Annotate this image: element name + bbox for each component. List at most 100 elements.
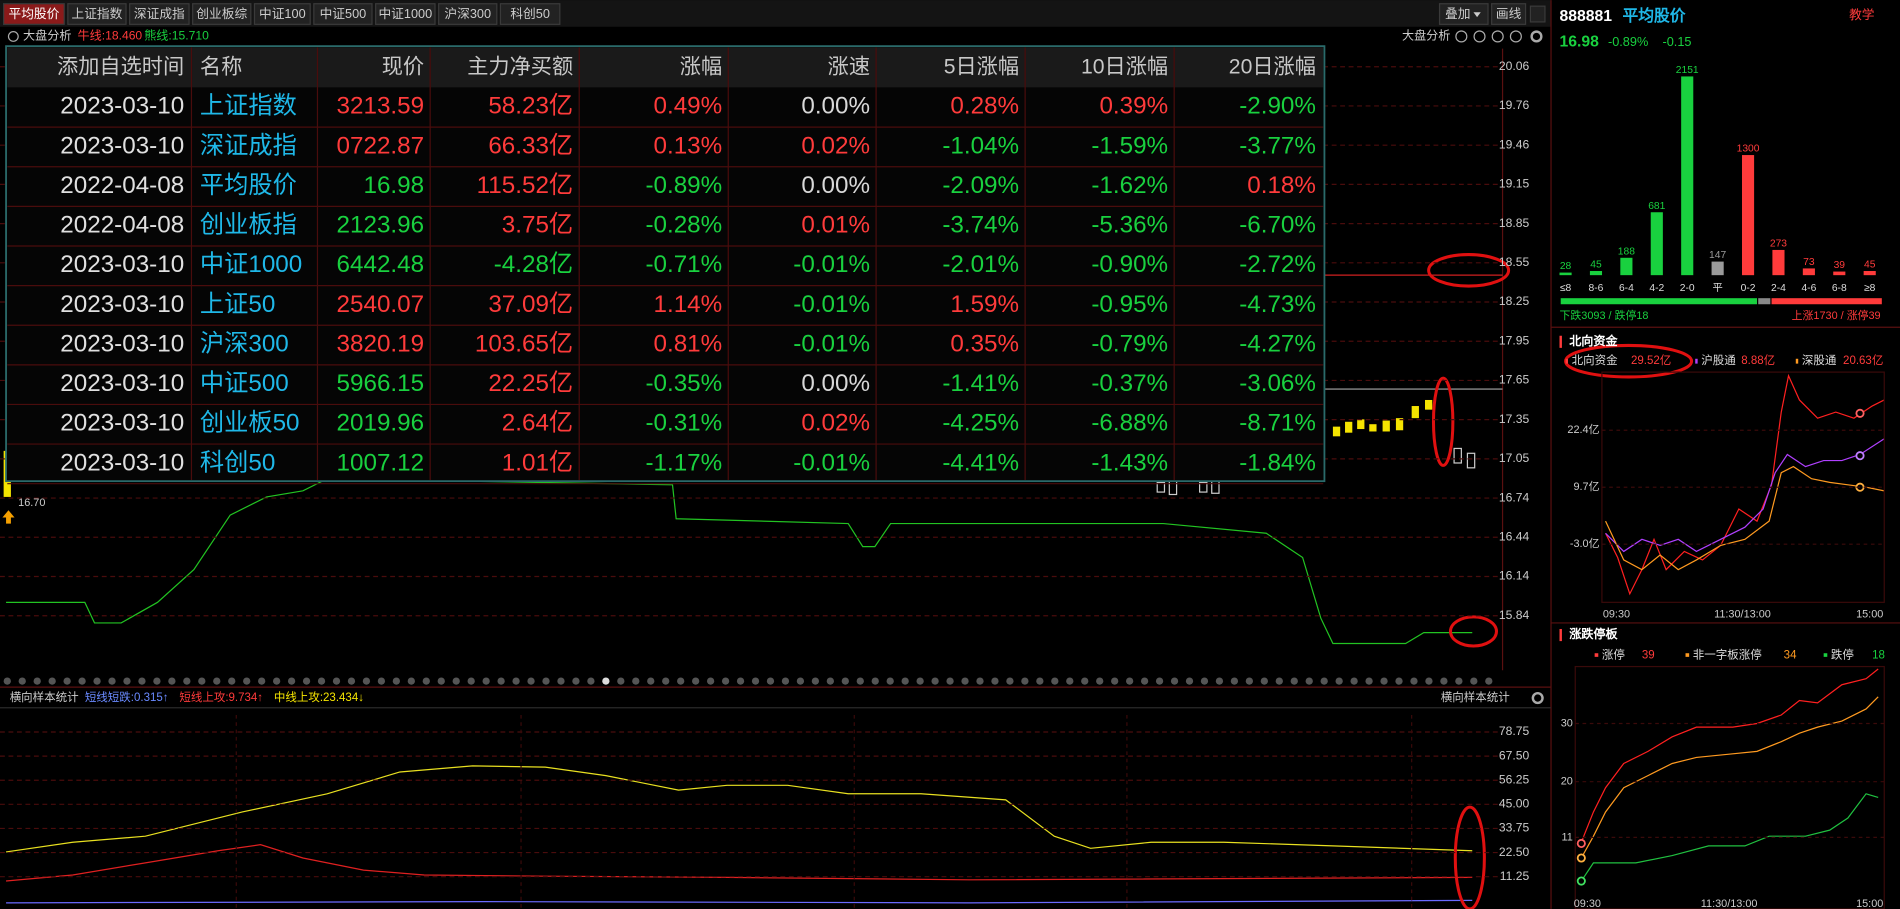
page-dot[interactable] xyxy=(1485,677,1493,685)
page-dot[interactable] xyxy=(1395,677,1403,685)
page-dot[interactable] xyxy=(796,677,805,685)
page-dot[interactable] xyxy=(826,677,834,685)
page-dot[interactable] xyxy=(781,677,790,685)
tool-icon[interactable] xyxy=(1509,30,1522,43)
page-dot[interactable] xyxy=(377,677,386,685)
page-dot[interactable] xyxy=(63,677,71,685)
page-dot[interactable] xyxy=(482,677,490,685)
page-dot[interactable] xyxy=(766,677,775,685)
page-dot[interactable] xyxy=(1200,677,1209,685)
page-dot[interactable] xyxy=(901,677,909,685)
page-dot[interactable] xyxy=(751,677,760,685)
page-dot[interactable] xyxy=(1051,677,1059,685)
page-dot[interactable] xyxy=(662,677,670,685)
page-dot[interactable] xyxy=(632,677,640,685)
page-dot[interactable] xyxy=(1111,677,1119,685)
page-dot[interactable] xyxy=(1350,677,1358,685)
page-dot[interactable] xyxy=(3,677,11,685)
page-dot[interactable] xyxy=(572,677,580,685)
page-dot[interactable] xyxy=(422,677,430,685)
page-dot[interactable] xyxy=(1140,677,1149,685)
page-dot[interactable] xyxy=(1155,677,1164,685)
page-dot[interactable] xyxy=(1126,677,1134,685)
settings-icon[interactable] xyxy=(1530,30,1543,43)
page-dot[interactable] xyxy=(1021,677,1029,685)
tool-icon[interactable] xyxy=(1473,30,1486,43)
page-dot[interactable] xyxy=(1185,677,1194,685)
page-dot[interactable] xyxy=(213,677,221,685)
page-dot[interactable] xyxy=(347,677,356,685)
tab[interactable] xyxy=(499,3,561,25)
page-dot[interactable] xyxy=(1365,677,1373,685)
page-dot[interactable] xyxy=(886,677,894,685)
page-dot[interactable] xyxy=(18,677,26,685)
tab[interactable] xyxy=(192,3,252,25)
page-dot[interactable] xyxy=(228,677,236,685)
page-dot[interactable] xyxy=(407,677,415,685)
tool-icon[interactable] xyxy=(1455,30,1468,43)
page-dot[interactable] xyxy=(961,677,969,685)
page-dot[interactable] xyxy=(258,677,266,685)
page-dot[interactable] xyxy=(497,677,505,685)
page-dot[interactable] xyxy=(153,677,161,685)
page-dot[interactable] xyxy=(647,677,655,685)
page-dot[interactable] xyxy=(976,677,984,685)
page-dot[interactable] xyxy=(692,677,700,685)
page-dot[interactable] xyxy=(736,677,745,685)
page-dot[interactable] xyxy=(946,677,954,685)
page-dot[interactable] xyxy=(332,677,341,685)
page-dot[interactable] xyxy=(392,677,400,685)
tool-icon[interactable] xyxy=(1491,30,1504,43)
page-dot[interactable] xyxy=(856,677,864,685)
page-dot[interactable] xyxy=(1096,677,1104,685)
page-dot[interactable] xyxy=(1036,677,1044,685)
page-dot[interactable] xyxy=(33,677,41,685)
page-dot[interactable] xyxy=(1410,677,1418,685)
page-dot[interactable] xyxy=(317,677,326,685)
page-dot[interactable] xyxy=(452,677,460,685)
page-dot[interactable] xyxy=(273,677,281,685)
page-dot[interactable] xyxy=(1425,677,1433,685)
tab[interactable] xyxy=(3,3,65,25)
page-dot[interactable] xyxy=(183,677,191,685)
page-dot[interactable] xyxy=(108,677,116,685)
page-dot[interactable] xyxy=(1081,677,1089,685)
page-dot[interactable] xyxy=(1066,677,1074,685)
page-dot[interactable] xyxy=(1440,677,1448,685)
draw-button[interactable] xyxy=(1491,3,1527,25)
page-dot[interactable] xyxy=(437,677,445,685)
tab[interactable] xyxy=(438,3,498,25)
page-dot[interactable] xyxy=(1260,677,1268,685)
page-dot[interactable] xyxy=(287,677,296,685)
tab[interactable] xyxy=(129,3,190,25)
page-dot[interactable] xyxy=(542,677,550,685)
page-dot[interactable] xyxy=(841,677,849,685)
page-dot[interactable] xyxy=(48,677,56,685)
page-dot[interactable] xyxy=(168,677,176,685)
menu-button[interactable] xyxy=(1529,5,1546,23)
page-dot[interactable] xyxy=(721,677,730,685)
page-dot[interactable] xyxy=(617,677,625,685)
page-dot[interactable] xyxy=(78,677,86,685)
page-dot[interactable] xyxy=(916,677,924,685)
page-dot[interactable] xyxy=(991,677,999,685)
page-dot[interactable] xyxy=(138,677,146,685)
page-dot[interactable] xyxy=(706,677,715,685)
page-dot[interactable] xyxy=(243,677,251,685)
page-dot[interactable] xyxy=(1455,677,1463,685)
teach-hit[interactable] xyxy=(1847,6,1879,25)
page-dot[interactable] xyxy=(1380,677,1388,685)
page-dot[interactable] xyxy=(587,677,595,685)
page-dot[interactable] xyxy=(93,677,101,685)
page-dot[interactable] xyxy=(1305,677,1313,685)
page-dot[interactable] xyxy=(871,677,879,685)
page-dot[interactable] xyxy=(1470,677,1478,685)
page-dot[interactable] xyxy=(123,677,131,685)
page-dot[interactable] xyxy=(512,677,520,685)
overlay-button[interactable] xyxy=(1438,3,1489,25)
page-dot[interactable] xyxy=(1335,677,1343,685)
page-dot[interactable] xyxy=(1320,677,1328,685)
page-dot[interactable] xyxy=(302,677,311,685)
page-dot[interactable] xyxy=(557,677,565,685)
settings-icon[interactable] xyxy=(1531,692,1544,705)
